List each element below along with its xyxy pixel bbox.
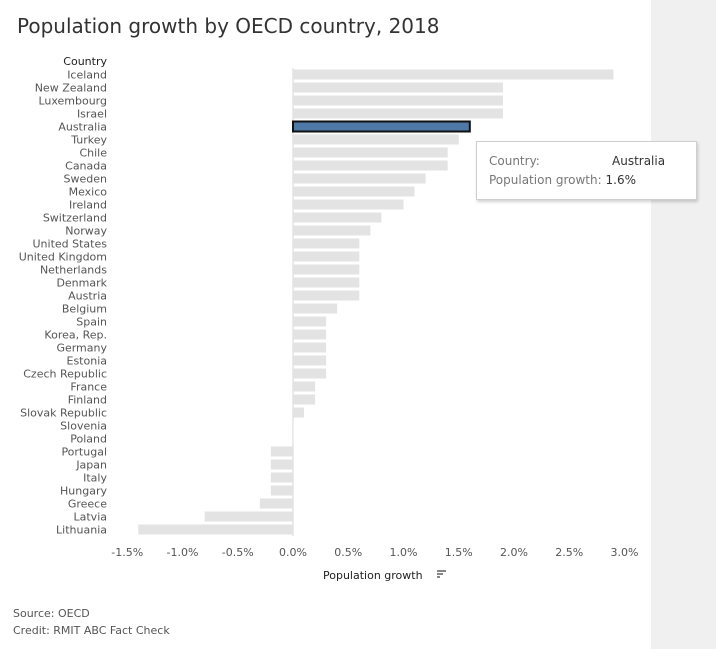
bar[interactable]: [293, 277, 360, 288]
bar[interactable]: [204, 511, 293, 522]
category-label: Portugal: [61, 446, 107, 459]
category-label: Italy: [83, 472, 107, 485]
tooltip-country-value-row: Australia: [612, 154, 665, 168]
bar[interactable]: [293, 82, 503, 93]
tooltip-growth-row: Population growth: 1.6%: [489, 173, 636, 187]
x-tick-label: 0.0%: [279, 546, 307, 559]
bar[interactable]: [293, 342, 327, 353]
bar[interactable]: [293, 95, 503, 106]
category-label: Spain: [76, 316, 107, 329]
category-label: Switzerland: [43, 212, 107, 225]
bar[interactable]: [270, 446, 293, 457]
source-note: Source: OECD: [13, 607, 90, 620]
bar[interactable]: [293, 134, 459, 145]
tooltip-growth-value: 1.6%: [605, 173, 637, 187]
category-label: Canada: [65, 160, 107, 173]
category-label: Slovenia: [60, 420, 107, 433]
category-label: United States: [33, 238, 108, 251]
credit-note: Credit: RMIT ABC Fact Check: [13, 624, 170, 637]
x-tick-label: -0.5%: [222, 546, 254, 559]
category-label: Korea, Rep.: [44, 329, 107, 342]
x-axis-title: Population growth: [323, 569, 423, 582]
tooltip: Country: Australia Population growth: 1.…: [476, 141, 697, 200]
bar[interactable]: [293, 355, 327, 366]
bar[interactable]: [293, 160, 448, 171]
tooltip-country-value: Australia: [612, 154, 666, 168]
bar[interactable]: [293, 420, 294, 431]
x-tick-label: 2.0%: [500, 546, 528, 559]
tooltip-country-label: Country:: [489, 154, 540, 168]
category-label: United Kingdom: [19, 251, 107, 264]
category-label: Sweden: [64, 173, 107, 186]
bar[interactable]: [293, 186, 415, 197]
category-label: Iceland: [67, 69, 107, 82]
category-label: Hungary: [60, 485, 107, 498]
bar[interactable]: [270, 459, 293, 470]
category-label: Estonia: [67, 355, 108, 368]
category-label: Germany: [56, 342, 107, 355]
right-margin-panel: [651, 0, 716, 649]
chart-title: Population growth by OECD country, 2018: [17, 14, 440, 38]
x-tick-label: 1.5%: [445, 546, 473, 559]
category-label: Austria: [68, 290, 107, 303]
category-label: Belgium: [62, 303, 107, 316]
bar[interactable]: [270, 472, 293, 483]
category-label: New Zealand: [35, 82, 107, 95]
category-label: Luxembourg: [38, 95, 107, 108]
category-label: Norway: [65, 225, 107, 238]
category-label: Poland: [70, 433, 107, 446]
category-label: Australia: [58, 121, 107, 134]
bar[interactable]: [293, 433, 294, 444]
row-header-country: Country: [63, 55, 107, 68]
bar[interactable]: [293, 199, 404, 210]
bar[interactable]: [293, 69, 614, 80]
x-tick-label: 2.5%: [555, 546, 583, 559]
bar[interactable]: [293, 147, 448, 158]
bar[interactable]: [293, 108, 503, 119]
category-label: Lithuania: [56, 524, 107, 537]
bar-highlighted[interactable]: [292, 120, 471, 133]
bar[interactable]: [293, 173, 426, 184]
tooltip-country-row: Country:: [489, 154, 540, 168]
category-label: Mexico: [69, 186, 108, 199]
bar[interactable]: [293, 212, 382, 223]
category-label: Latvia: [74, 511, 108, 524]
category-label: Ireland: [69, 199, 107, 212]
bar[interactable]: [293, 394, 316, 405]
sort-icon[interactable]: [437, 570, 446, 578]
bar[interactable]: [293, 251, 360, 262]
bar[interactable]: [293, 238, 360, 249]
category-label: Japan: [75, 459, 107, 472]
bar[interactable]: [293, 290, 360, 301]
category-label: Finland: [68, 394, 107, 407]
tooltip-growth-label: Population growth:: [489, 173, 602, 187]
bar[interactable]: [270, 485, 293, 496]
category-label: Czech Republic: [23, 368, 107, 381]
bar[interactable]: [138, 524, 293, 535]
bar[interactable]: [259, 498, 293, 509]
category-label: Turkey: [70, 134, 107, 147]
category-label: Denmark: [56, 277, 107, 290]
bar[interactable]: [293, 303, 338, 314]
category-label: France: [70, 381, 107, 394]
category-label: Netherlands: [40, 264, 107, 277]
category-label: Greece: [68, 498, 107, 511]
category-label: Israel: [77, 108, 107, 121]
bar[interactable]: [293, 368, 327, 379]
x-tick-label: -1.0%: [167, 546, 199, 559]
category-label: Chile: [79, 147, 107, 160]
x-tick-label: 3.0%: [611, 546, 639, 559]
bar[interactable]: [293, 407, 305, 418]
x-tick-label: 0.5%: [334, 546, 362, 559]
bar[interactable]: [293, 316, 327, 327]
bar[interactable]: [293, 225, 371, 236]
bar[interactable]: [293, 329, 327, 340]
bar[interactable]: [293, 264, 360, 275]
x-tick-label: -1.5%: [111, 546, 143, 559]
x-tick-label: 1.0%: [390, 546, 418, 559]
bar[interactable]: [293, 381, 316, 392]
category-label: Slovak Republic: [20, 407, 107, 420]
